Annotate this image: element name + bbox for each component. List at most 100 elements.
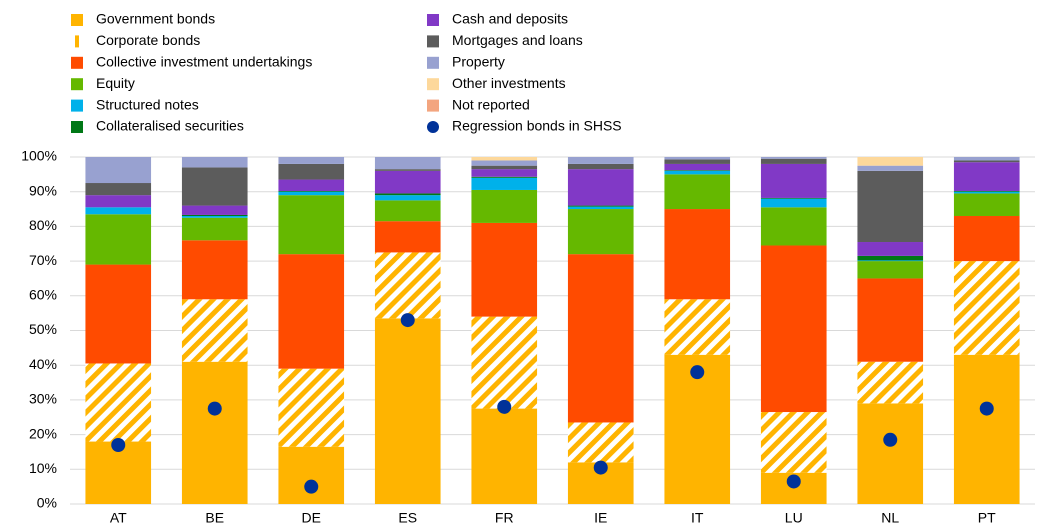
bar-segment <box>181 205 248 215</box>
regression-dot <box>497 399 512 414</box>
legend-marker <box>427 99 439 112</box>
legend-label: Collective investment undertakings <box>96 54 312 70</box>
y-tick-label: 50% <box>29 321 57 337</box>
bar-segment <box>857 157 924 166</box>
y-tick-label: 30% <box>29 391 57 407</box>
regression-dot <box>593 460 608 475</box>
bar-segment <box>567 209 634 255</box>
x-tick-label: IT <box>691 510 704 526</box>
bar-segment <box>857 255 924 261</box>
bar-segment <box>278 191 345 192</box>
bar-segment <box>278 191 345 196</box>
bar-segment <box>760 197 827 199</box>
bar-segment <box>953 261 1020 355</box>
bar-segment <box>857 260 924 262</box>
bar-segment <box>567 205 634 207</box>
bar-segment <box>471 176 538 178</box>
y-tick-label: 20% <box>29 425 57 441</box>
legend-label: Structured notes <box>96 96 199 112</box>
bar-segment <box>567 206 634 210</box>
bar-segment <box>471 157 538 161</box>
bar-segment <box>181 299 248 362</box>
legend-label: Equity <box>96 75 135 91</box>
bar-segment <box>181 217 248 241</box>
bar-segment <box>85 195 152 208</box>
bar-segment <box>181 240 248 300</box>
bar-segment <box>953 160 1020 163</box>
bar-segment <box>664 354 731 504</box>
bar-segment <box>278 163 345 180</box>
bar-segment <box>857 165 924 171</box>
legend-label: Corporate bonds <box>96 32 200 48</box>
bar-segment <box>664 299 731 355</box>
bar-segment <box>471 165 538 170</box>
legend-marker <box>71 99 83 112</box>
bar-segment <box>760 207 827 246</box>
bar-segment <box>664 170 731 175</box>
legend-marker <box>427 56 439 69</box>
regression-dot <box>207 401 222 416</box>
legend-label: Property <box>452 54 505 70</box>
bar-segment <box>85 264 152 364</box>
regression-dot <box>304 479 319 494</box>
bar-segment <box>567 157 634 164</box>
legend-label: Cash and deposits <box>452 11 568 27</box>
bar-segment <box>85 207 152 215</box>
bar-segment <box>953 191 1020 192</box>
bar-segment <box>181 167 248 206</box>
legend-marker <box>75 35 79 48</box>
y-tick-label: 60% <box>29 287 57 303</box>
bar-segment <box>471 160 538 166</box>
regression-dot <box>690 365 705 380</box>
legend-marker <box>427 78 439 91</box>
bar-segment <box>374 221 441 253</box>
regression-dot <box>111 438 126 453</box>
bar-segment <box>567 254 634 423</box>
x-tick-label: FR <box>495 510 514 526</box>
legend-marker <box>427 121 439 133</box>
bar-segment <box>760 412 827 473</box>
bar-segment <box>471 189 538 223</box>
bar-segment <box>471 177 538 190</box>
bar-segment <box>85 214 152 265</box>
bar-segment <box>760 198 827 208</box>
bar-segment <box>567 422 634 463</box>
legend-marker <box>71 78 83 91</box>
bar-segment <box>953 191 1020 194</box>
bar-segment <box>85 363 152 442</box>
x-tick-label: ES <box>398 510 417 526</box>
bar-segment <box>471 316 538 409</box>
regression-dot <box>400 313 415 328</box>
bar-segment <box>953 162 1020 192</box>
legend-label: Not reported <box>452 96 530 112</box>
y-tick-label: 10% <box>29 460 57 476</box>
y-tick-label: 90% <box>29 182 57 198</box>
legend-marker <box>71 121 83 133</box>
bar-segment <box>953 193 1020 216</box>
bar-segment <box>374 157 441 170</box>
y-tick-label: 40% <box>29 356 57 372</box>
y-tick-label: 0% <box>37 495 57 511</box>
bar-segment <box>857 261 924 279</box>
legend-marker <box>71 14 83 26</box>
bar-segment <box>471 408 538 504</box>
bar-segment <box>278 368 345 447</box>
regression-dot <box>786 474 801 489</box>
bar-segment <box>760 157 827 159</box>
bar-segment <box>374 318 441 504</box>
bar-segment <box>760 163 827 198</box>
legend-label: Mortgages and loans <box>452 32 583 48</box>
bar-segment <box>181 215 248 218</box>
bar-segment <box>664 157 731 160</box>
bar-segment <box>567 169 634 206</box>
x-tick-label: NL <box>881 510 899 526</box>
bar-segment <box>374 195 441 201</box>
bar-segment <box>278 179 345 192</box>
y-tick-label: 80% <box>29 217 57 233</box>
bar-segment <box>857 403 924 504</box>
bar-segment <box>471 169 538 177</box>
x-tick-label: BE <box>205 510 224 526</box>
legend-label: Government bonds <box>96 11 215 27</box>
bar-segment <box>278 446 345 504</box>
regression-dot <box>979 401 994 416</box>
